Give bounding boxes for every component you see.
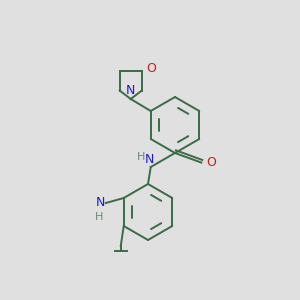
Text: O: O	[206, 156, 216, 169]
Text: N: N	[95, 196, 105, 209]
Text: H: H	[94, 212, 103, 222]
Text: N: N	[126, 84, 135, 97]
Text: N: N	[145, 153, 154, 166]
Text: O: O	[146, 61, 156, 74]
Text: H: H	[136, 152, 145, 162]
